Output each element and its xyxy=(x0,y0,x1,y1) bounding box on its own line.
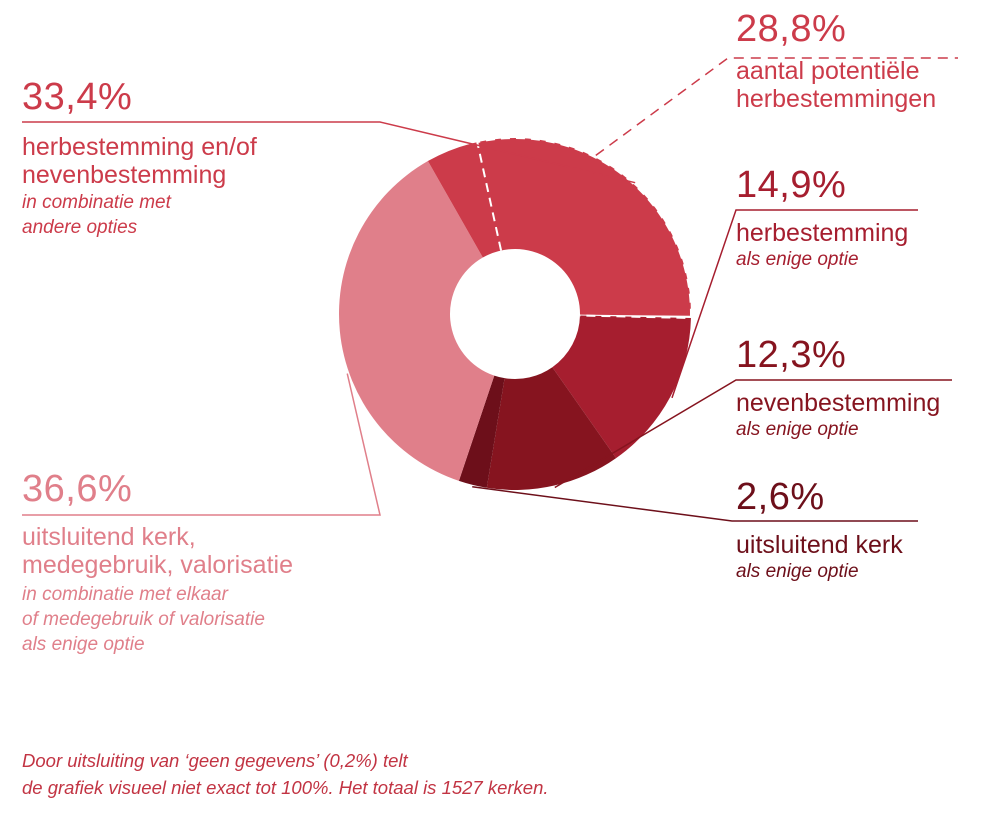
label-potential-pct: 28,8% xyxy=(736,8,847,50)
slice-uitsluitend-kerk xyxy=(458,375,505,488)
label-uitsluitend: 36,6% uitsluitend kerk, medegebruik, val… xyxy=(22,468,293,657)
label-combinatie-line1: herbestemming en/of xyxy=(22,132,257,161)
slice-nevenbestemming xyxy=(486,367,617,490)
label-herbestemming-main: herbestemming xyxy=(736,218,909,247)
label-uitsluitend-line2: medegebruik, valorisatie xyxy=(22,551,293,580)
slice-herbestemming xyxy=(552,315,691,459)
leader-combinatie xyxy=(22,121,636,184)
label-nevenbestemming-sub: als enige optie xyxy=(736,419,859,441)
label-combinatie-pct: 33,4% xyxy=(22,76,133,118)
footnote: Door uitsluiting van ‘geen gegevens’ (0,… xyxy=(22,748,549,802)
slice-combinatie xyxy=(427,138,691,316)
footnote-line1: Door uitsluiting van ‘geen gegevens’ (0,… xyxy=(22,750,408,771)
leader-herbestemming xyxy=(671,209,918,399)
leader-kerk xyxy=(472,486,918,522)
label-herbestemming-pct: 14,9% xyxy=(736,164,847,206)
label-uitsluitend-sub1: in combinatie met elkaar xyxy=(22,583,228,605)
label-combinatie-sub1: in combinatie met xyxy=(22,191,171,213)
donut-slices xyxy=(339,138,691,490)
label-combinatie-line2: nevenbestemming xyxy=(22,161,227,190)
label-uitsluitend-pct: 36,6% xyxy=(22,468,133,510)
label-herbestemming-sub: als enige optie xyxy=(736,249,859,271)
label-herbestemming: 14,9% herbestemming als enige optie xyxy=(736,164,908,272)
potential-highlight-outline xyxy=(476,137,692,320)
label-potential-line2: herbestemmingen xyxy=(736,85,937,114)
label-uitsluitend-sub2: of medegebruik of valorisatie xyxy=(22,608,265,630)
slice-uitsluitend-combinatie xyxy=(339,161,495,481)
label-nevenbestemming: 12,3% nevenbestemming als enige optie xyxy=(736,334,940,442)
leader-lines xyxy=(22,57,958,522)
label-kerk-sub: als enige optie xyxy=(736,561,859,583)
footnote-line2: de grafiek visueel niet exact tot 100%. … xyxy=(22,776,549,798)
label-kerk-main: uitsluitend kerk xyxy=(736,530,903,559)
label-combinatie: 33,4% herbestemming en/of nevenbestemmin… xyxy=(22,76,257,240)
label-kerk-pct: 2,6% xyxy=(736,476,825,518)
label-kerk: 2,6% uitsluitend kerk als enige optie xyxy=(736,476,903,584)
label-nevenbestemming-pct: 12,3% xyxy=(736,334,847,376)
label-uitsluitend-sub3: als enige optie xyxy=(22,633,145,655)
leader-uitsluitend xyxy=(22,373,381,516)
label-nevenbestemming-main: nevenbestemming xyxy=(736,388,941,417)
leader-potential xyxy=(595,57,958,157)
label-potential-line1: aantal potentiële xyxy=(736,56,920,85)
leader-nevenbestemming xyxy=(554,379,952,489)
label-potential: 28,8% aantal potentiële herbestemmingen xyxy=(736,8,936,114)
label-uitsluitend-line1: uitsluitend kerk, xyxy=(22,522,196,551)
label-combinatie-sub2: andere opties xyxy=(22,216,138,238)
